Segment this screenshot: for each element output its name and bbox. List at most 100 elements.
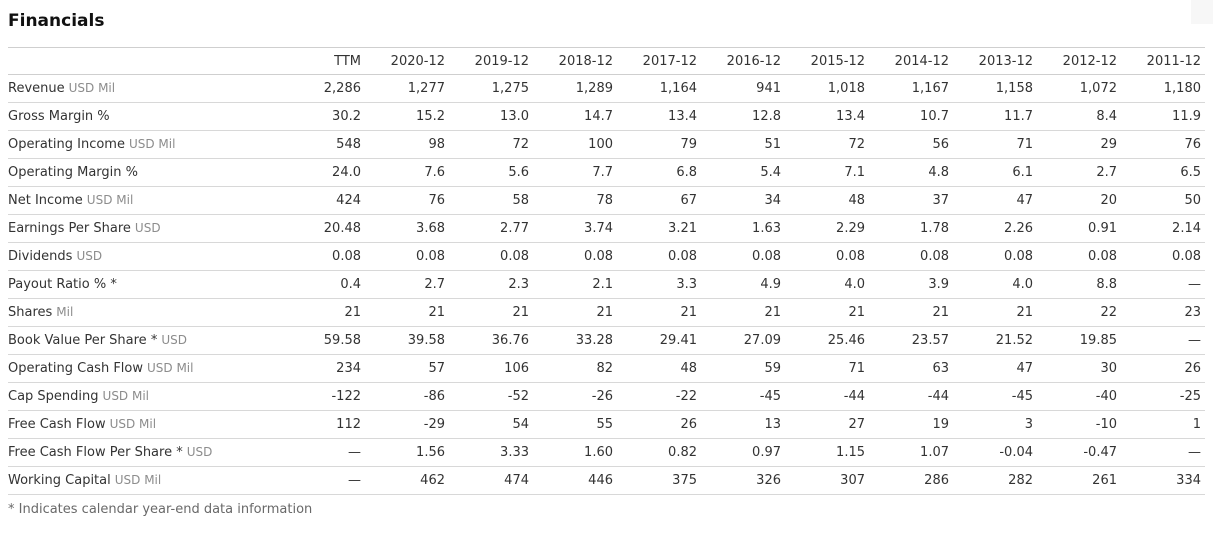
cell-value: 4.8 <box>928 165 949 180</box>
cell-value: 21.52 <box>995 333 1033 348</box>
cell-value: 72 <box>512 137 529 152</box>
table-row: Payout Ratio % * 0.4 2.7 2.3 2.1 3.3 4.9 4.0 3.9… <box>8 271 1205 299</box>
row-label: Revenue <box>8 81 65 96</box>
cell-value: 1,180 <box>1163 81 1201 96</box>
cell-value: 0.08 <box>752 249 781 264</box>
row-label-cell: Revenue USD Mil <box>8 75 281 103</box>
table-row: Gross Margin % 30.2 15.2 13.0 14.7 13.4 12.8 13… <box>8 103 1205 131</box>
row-unit-label: USD Mil <box>86 193 134 207</box>
cell-value: 55 <box>596 417 613 432</box>
cell-value: -86 <box>423 389 445 404</box>
cell-value: 1.07 <box>920 445 949 460</box>
cell-value: -44 <box>927 389 949 404</box>
row-unit-label: USD <box>186 445 213 459</box>
cell-value: 13 <box>764 417 781 432</box>
scrollbar-corner-fragment <box>1191 0 1213 24</box>
cell-value: 375 <box>672 473 697 488</box>
row-unit-label: USD Mil <box>109 417 157 431</box>
row-label: Operating Cash Flow <box>8 361 143 376</box>
cell-value: 25.46 <box>827 333 865 348</box>
cell-value: 47 <box>1016 193 1033 208</box>
cell-value: 286 <box>924 473 949 488</box>
cell-value: 48 <box>848 193 865 208</box>
table-row: Cap Spending USD Mil -122 -86 -52 -26 -22 -45 -4… <box>8 383 1205 411</box>
footnote-text: * Indicates calendar year-end data infor… <box>8 502 313 517</box>
cell-value: 2.26 <box>1004 221 1033 236</box>
cell-value: 7.1 <box>844 165 865 180</box>
cell-value: 1.78 <box>920 221 949 236</box>
cell-value: -45 <box>1011 389 1033 404</box>
cell-value: 98 <box>428 137 445 152</box>
cell-value: -122 <box>331 389 361 404</box>
cell-value: 307 <box>840 473 865 488</box>
row-label-cell: Book Value Per Share * USD <box>8 327 281 355</box>
cell-value: 0.08 <box>500 249 529 264</box>
row-unit-label: USD Mil <box>102 389 150 403</box>
cell-value: 0.08 <box>668 249 697 264</box>
row-label: Dividends <box>8 249 73 264</box>
column-header-ttm: TTM <box>334 53 361 69</box>
cell-value: 4.0 <box>1012 277 1033 292</box>
cell-value: 27.09 <box>743 333 781 348</box>
cell-value: 78 <box>596 193 613 208</box>
cell-value: 4.0 <box>844 277 865 292</box>
row-label-cell: Operating Margin % <box>8 159 281 187</box>
cell-value: 23 <box>1184 305 1201 320</box>
cell-value: 0.82 <box>668 445 697 460</box>
table-row: Shares Mil 21 21 21 21 21 21 21 21 21 22 23 <box>8 299 1205 327</box>
cell-value: 0.08 <box>584 249 613 264</box>
row-label-cell: Operating Cash Flow USD Mil <box>8 355 281 383</box>
cell-value: 1,072 <box>1079 81 1117 96</box>
cell-value: 3.74 <box>584 221 613 236</box>
cell-value: 67 <box>680 193 697 208</box>
header-label-spacer <box>8 48 281 75</box>
page-title: Financials <box>8 11 105 31</box>
table-row: Revenue USD Mil 2,286 1,277 1,275 1,289 1,164 9… <box>8 75 1205 103</box>
cell-value: 21 <box>596 305 613 320</box>
cell-value: 79 <box>680 137 697 152</box>
row-label: Working Capital <box>8 473 111 488</box>
cell-value: 6.8 <box>676 165 697 180</box>
cell-value: 63 <box>932 361 949 376</box>
cell-value: 33.28 <box>575 333 613 348</box>
cell-value: -10 <box>1095 417 1117 432</box>
cell-value: 1.63 <box>752 221 781 236</box>
cell-value: 27 <box>848 417 865 432</box>
cell-value: 1,158 <box>995 81 1033 96</box>
cell-value: 72 <box>848 137 865 152</box>
cell-value: 54 <box>512 417 529 432</box>
cell-value: -44 <box>843 389 865 404</box>
cell-value: 0.08 <box>1172 249 1201 264</box>
table-row: Free Cash Flow Per Share * USD — 1.56 3.33 1.… <box>8 439 1205 467</box>
row-label: Gross Margin % <box>8 109 110 124</box>
row-label-cell: Dividends USD <box>8 243 281 271</box>
row-label-cell: Shares Mil <box>8 299 281 327</box>
row-unit-label: USD <box>76 249 103 263</box>
header-row: TTM 2020-12 2019-12 2018-12 2017-12 2016-12 20… <box>8 47 1205 75</box>
cell-value: 26 <box>1184 361 1201 376</box>
cell-value: -52 <box>507 389 529 404</box>
row-label: Shares <box>8 305 53 320</box>
column-header-2020-12: 2020-12 <box>390 53 445 69</box>
cell-value: 12.8 <box>752 109 781 124</box>
cell-value: 2.7 <box>424 277 445 292</box>
cell-value: 4.9 <box>760 277 781 292</box>
row-unit-label: Mil <box>56 305 74 319</box>
cell-value: 15.2 <box>416 109 445 124</box>
cell-value: -25 <box>1179 389 1201 404</box>
cell-value: 36.76 <box>491 333 529 348</box>
cell-value: -45 <box>759 389 781 404</box>
cell-value: 5.4 <box>760 165 781 180</box>
cell-value: 13.4 <box>836 109 865 124</box>
cell-value: 3.33 <box>500 445 529 460</box>
cell-value: 0.08 <box>836 249 865 264</box>
cell-value: 474 <box>504 473 529 488</box>
cell-value: 59.58 <box>323 333 361 348</box>
cell-value: 1,167 <box>911 81 949 96</box>
cell-value: 11.7 <box>1004 109 1033 124</box>
cell-value: 1,275 <box>491 81 529 96</box>
cell-value: 10.7 <box>920 109 949 124</box>
row-label-cell: Free Cash Flow USD Mil <box>8 411 281 439</box>
cell-value: 7.6 <box>424 165 445 180</box>
